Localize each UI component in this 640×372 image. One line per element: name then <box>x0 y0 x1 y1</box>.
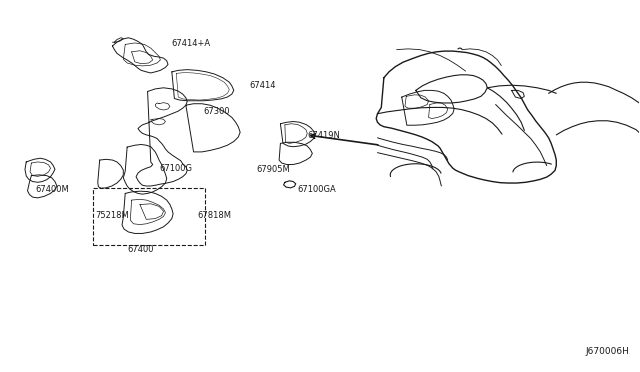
Text: 75218M: 75218M <box>95 211 129 220</box>
Text: 67300: 67300 <box>204 108 230 116</box>
Bar <box>93 188 205 245</box>
Text: J670006H: J670006H <box>586 347 630 356</box>
Text: 67414: 67414 <box>250 81 276 90</box>
Text: 67419N: 67419N <box>307 131 340 141</box>
Text: 67400M: 67400M <box>36 185 70 194</box>
Text: 67818M: 67818M <box>197 211 232 220</box>
Text: 67100G: 67100G <box>159 164 192 173</box>
Text: 67100GA: 67100GA <box>298 185 337 194</box>
Text: 67905M: 67905M <box>256 165 290 174</box>
Text: 67414+A: 67414+A <box>172 39 211 48</box>
Text: 67400: 67400 <box>127 244 154 253</box>
